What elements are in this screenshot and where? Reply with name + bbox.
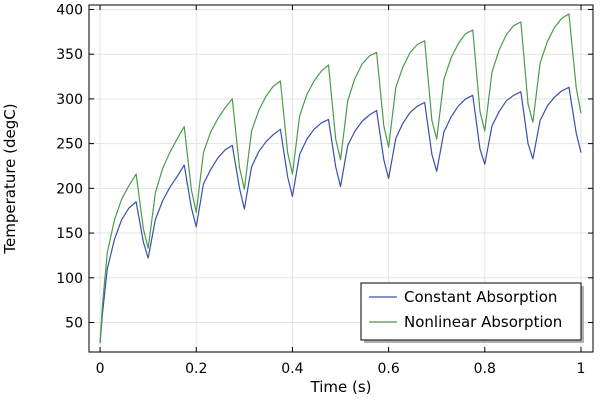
x-tick-label: 0.2 [185,361,207,377]
y-tick-label: 250 [56,137,83,153]
series-layer [99,13,582,344]
y-tick-label: 100 [56,271,83,287]
y-tick-label: 200 [56,181,83,197]
y-tick-label: 400 [56,2,83,18]
y-tick-label: 300 [56,92,83,108]
x-tick-label: 0.8 [474,361,496,377]
y-tick-label: 150 [56,226,83,242]
legend-box [360,282,582,341]
y-tick-label: 50 [65,315,83,331]
x-axis-label: Time (s) [310,378,372,396]
series-line-nonlinear-absorption [99,13,582,344]
legend-label-nonlinear-absorption: Nonlinear Absorption [404,313,562,331]
y-axis-label: Temperature (degC) [1,103,19,254]
legend-label-constant-absorption: Constant Absorption [404,288,557,306]
x-tick-label: 1 [577,361,586,377]
series-line-constant-absorption [99,86,582,344]
plot-frame [88,4,594,353]
y-tick-label: 350 [56,47,83,63]
grid-lines [89,5,593,352]
x-tick-label: 0.4 [281,361,303,377]
x-tick-label: 0 [96,361,105,377]
legend: Constant Absorption Nonlinear Absorption [360,282,584,343]
x-tick-label: 0.6 [377,361,399,377]
